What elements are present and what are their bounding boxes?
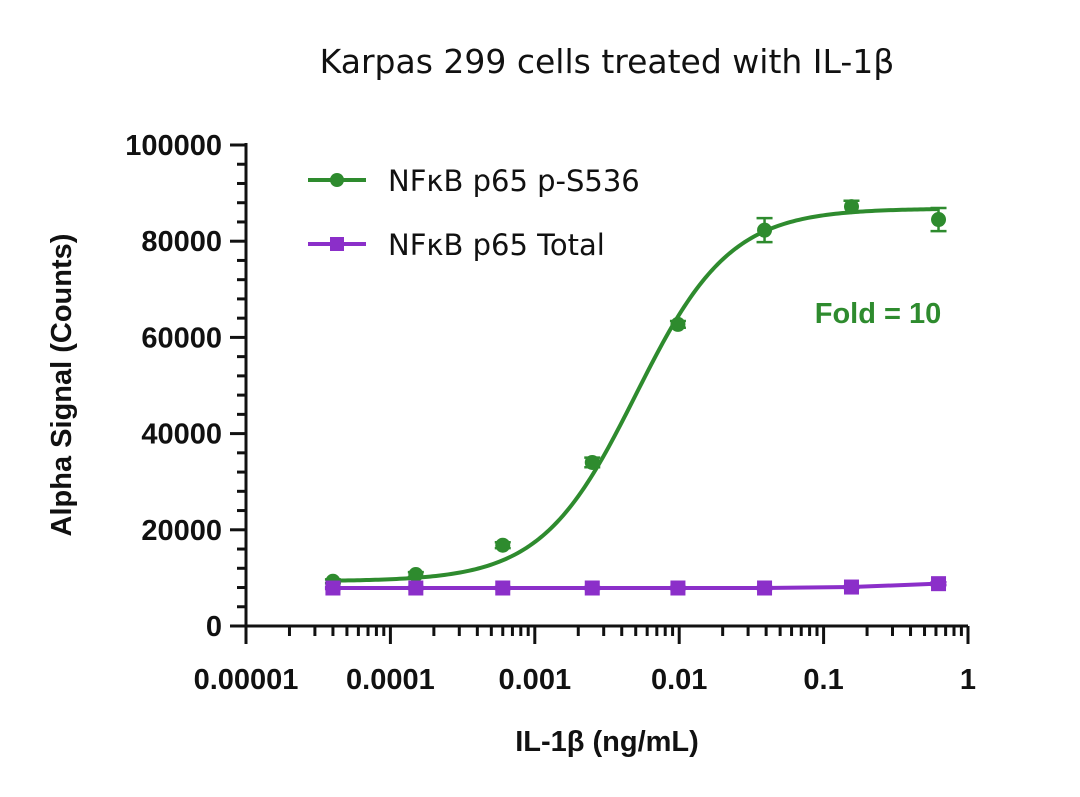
axes: 0 20000 40000 60000 80000 100000 0.00001 0.0001… (125, 130, 976, 696)
x-tick-label: 0.0001 (346, 664, 435, 696)
data-point-circle (584, 454, 600, 470)
data-points (324, 199, 947, 596)
data-point-square (843, 579, 859, 595)
x-axis-title: IL-1β (ng/mL) (515, 726, 699, 758)
legend-label-phospho: NFκB p65 p-S536 (388, 164, 640, 198)
y-tick-label: 100000 (125, 130, 222, 162)
data-point-square (325, 580, 341, 596)
y-axis-title: Alpha Signal (Counts) (46, 234, 78, 537)
legend-marker-phospho (330, 173, 344, 187)
y-tick-label: 40000 (141, 419, 222, 451)
x-tick-label: 0.01 (651, 664, 707, 696)
x-tick-label: 0.00001 (194, 664, 299, 696)
data-point-square (757, 580, 773, 596)
fit-curves (332, 207, 939, 590)
legend-marker-total (330, 237, 344, 251)
data-point-square (670, 580, 686, 596)
y-tick-label: 20000 (141, 515, 222, 547)
data-point-circle (670, 316, 686, 332)
data-point-circle (408, 567, 424, 583)
data-point-square (408, 580, 424, 596)
legend-label-total: NFκB p65 Total (388, 228, 605, 262)
data-point-circle (757, 222, 773, 238)
series-line-0 (332, 207, 939, 583)
data-point-square (495, 580, 511, 596)
y-tick-label: 60000 (141, 322, 222, 354)
x-tick-label: 0.001 (499, 664, 572, 696)
y-tick-label: 80000 (141, 226, 222, 258)
chart-title: Karpas 299 cells treated with IL-1β (320, 42, 895, 81)
data-point-square (931, 576, 947, 592)
series-line-1 (332, 581, 939, 590)
data-point-square (584, 580, 600, 596)
y-tick-label: 0 (206, 611, 222, 643)
x-tick-label: 0.1 (803, 664, 843, 696)
data-point-circle (843, 199, 859, 215)
fold-annotation: Fold = 10 (815, 298, 942, 330)
legend: NFκB p65 p-S536 NFκB p65 Total (308, 164, 640, 262)
data-point-circle (495, 537, 511, 553)
data-point-circle (931, 212, 947, 228)
x-tick-label: 1 (960, 664, 976, 696)
